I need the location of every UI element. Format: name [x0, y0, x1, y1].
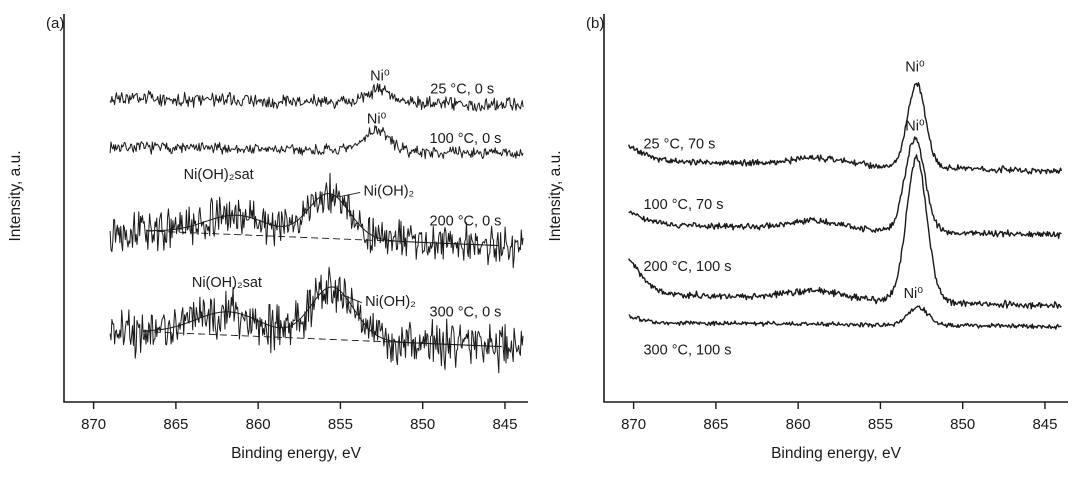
panel-label: (a): [46, 15, 64, 32]
series-annotation: 100 °C, 0 s: [430, 131, 502, 147]
peak-annotation: Ni⁰: [367, 111, 387, 127]
series-annotation: 300 °C, 100 s: [643, 343, 731, 359]
y-axis-title: Intensity, a.u.: [547, 150, 564, 241]
peak-annotation: Ni⁰: [905, 59, 925, 75]
x-tick-label: 870: [621, 416, 646, 433]
x-axis-title: Binding energy, eV: [771, 445, 901, 462]
spectrum-trace: [109, 172, 524, 269]
x-tick-label: 845: [492, 416, 517, 433]
x-tick-label: 850: [410, 416, 435, 433]
spectrum-trace: [628, 82, 1063, 175]
peak-annotation: Ni⁰: [370, 69, 390, 85]
panel-label: (b): [586, 15, 604, 32]
axes-frame: [63, 14, 528, 403]
spectrum-trace: [628, 154, 1062, 310]
x-tick-label: 860: [246, 416, 271, 433]
x-tick-label: 870: [81, 416, 106, 433]
panel-a-chart: 870 865 860 855 850 845 Binding energy, eV Inte…: [7, 14, 528, 462]
spectrum-trace: [628, 136, 1062, 239]
peak-annotation: Ni(OH)₂sat: [184, 167, 254, 183]
peak-annotation: Ni⁰: [904, 286, 924, 302]
y-axis-title: Intensity, a.u.: [7, 150, 24, 241]
peak-annotation: Ni(OH)₂: [365, 294, 416, 310]
series-annotation: 200 °C, 100 s: [643, 259, 731, 275]
panel-a: 870 865 860 855 850 845 Binding energy, eV Inte…: [7, 14, 528, 462]
x-tick-label: 855: [868, 416, 893, 433]
axes-frame: [603, 14, 1068, 403]
x-tick-label: 845: [1032, 416, 1057, 433]
annotation-leader: [337, 192, 361, 198]
x-axis-title: Binding energy, eV: [231, 445, 361, 462]
peak-annotation: Ni⁰: [905, 118, 925, 134]
spectrum-trace: [109, 83, 524, 112]
spectrum-trace: [109, 266, 524, 374]
x-tick-label: 860: [786, 416, 811, 433]
x-tick-label: 865: [703, 416, 728, 433]
annotation-leader: [340, 293, 362, 304]
panel-b-chart: 870 865 860 855 850 845 Binding energy, eV Inte…: [547, 14, 1068, 462]
x-tick-label: 855: [328, 416, 353, 433]
panel-b: 870 865 860 855 850 845 Binding energy, eV Inte…: [540, 0, 1080, 502]
series-annotation: 25 °C, 0 s: [430, 82, 494, 98]
peak-annotation: Ni(OH)₂sat: [192, 275, 262, 291]
series-annotation: 25 °C, 70 s: [643, 137, 715, 153]
peak-annotation: Ni(OH)₂: [363, 184, 414, 200]
spectrum-trace: [109, 125, 524, 160]
series-annotation: 100 °C, 70 s: [643, 197, 723, 213]
x-tick-label: 850: [950, 416, 975, 433]
series-annotation: 200 °C, 0 s: [430, 213, 502, 229]
x-tick-label: 865: [163, 416, 188, 433]
spectrum-trace: [628, 305, 1062, 330]
series-annotation: 300 °C, 0 s: [430, 305, 502, 321]
